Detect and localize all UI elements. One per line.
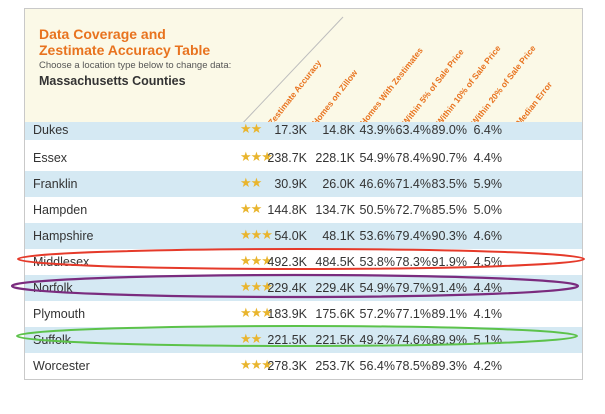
table-row[interactable]: Dukes ★★ 17.3K 14.8K 43.9% 63.4% 89.0% 6…: [25, 122, 582, 140]
star-rating-icon: ★★★: [240, 305, 273, 320]
county-name: Suffolk: [33, 333, 71, 347]
within-20: 89.0%: [431, 123, 467, 137]
accuracy-table-panel: Data Coverage and Zestimate Accuracy Tab…: [24, 8, 583, 380]
page-title: Data Coverage and Zestimate Accuracy Tab…: [39, 26, 210, 58]
within-5: 53.6%: [359, 229, 395, 243]
within-10: 72.7%: [395, 203, 431, 217]
star-rating-icon: ★★: [240, 122, 262, 136]
median-error: 4.4%: [473, 151, 503, 165]
homes-with-zestimates: 14.8K: [322, 123, 355, 137]
within-10: 71.4%: [395, 177, 431, 191]
within-20: 89.3%: [431, 359, 467, 373]
within-5: 50.5%: [359, 203, 395, 217]
homes-on-zillow: 17.3K: [274, 123, 307, 137]
county-name: Essex: [33, 151, 68, 165]
within-5: 46.6%: [359, 177, 395, 191]
table-row[interactable]: Essex ★★★ 238.7K 228.1K 54.9% 78.4% 90.7…: [25, 145, 582, 171]
within-20: 90.7%: [431, 151, 467, 165]
table-row[interactable]: Plymouth ★★★ 183.9K 175.6K 57.2% 77.1% 8…: [25, 301, 582, 327]
county-name: Franklin: [33, 177, 78, 191]
homes-on-zillow: 30.9K: [274, 177, 307, 191]
county-name: Hampshire: [33, 229, 94, 243]
homes-with-zestimates: 48.1K: [322, 229, 355, 243]
table-row[interactable]: Middlesex ★★★ 492.3K 484.5K 53.8% 78.3% …: [25, 249, 582, 275]
location-selector[interactable]: Massachusetts Counties: [39, 74, 186, 88]
table-row[interactable]: Worcester ★★★ 278.3K 253.7K 56.4% 78.5% …: [25, 353, 582, 379]
location-type-hint: Choose a location type below to change d…: [39, 60, 232, 71]
homes-on-zillow: 144.8K: [267, 203, 307, 217]
median-error: 4.6%: [473, 229, 503, 243]
county-name: Plymouth: [33, 307, 86, 321]
homes-with-zestimates: 26.0K: [322, 177, 355, 191]
homes-on-zillow: 221.5K: [267, 333, 307, 347]
title-line-1: Data Coverage and: [39, 26, 166, 42]
county-name: Norfolk: [33, 281, 73, 295]
table-row[interactable]: Hampshire ★★★ 54.0K 48.1K 53.6% 79.4% 90…: [25, 223, 582, 249]
county-name: Worcester: [33, 359, 90, 373]
median-error: 4.5%: [473, 255, 503, 269]
within-10: 63.4%: [395, 123, 431, 137]
homes-with-zestimates: 134.7K: [315, 203, 355, 217]
star-rating-icon: ★★★: [240, 227, 273, 242]
median-error: 4.2%: [473, 359, 503, 373]
county-name: Hampden: [33, 203, 88, 217]
homes-with-zestimates: 175.6K: [315, 307, 355, 321]
table-row[interactable]: Suffolk ★★ 221.5K 221.5K 49.2% 74.6% 89.…: [25, 327, 582, 353]
table-header: Data Coverage and Zestimate Accuracy Tab…: [25, 9, 582, 127]
star-rating-icon: ★★: [240, 201, 262, 216]
star-rating-icon: ★★★: [240, 357, 273, 372]
title-line-2: Zestimate Accuracy Table: [39, 42, 211, 58]
within-5: 54.9%: [359, 151, 395, 165]
within-5: 57.2%: [359, 307, 395, 321]
county-name: Dukes: [33, 123, 69, 137]
within-10: 78.4%: [395, 151, 431, 165]
homes-with-zestimates: 228.1K: [315, 151, 355, 165]
table-row[interactable]: Hampden ★★ 144.8K 134.7K 50.5% 72.7% 85.…: [25, 197, 582, 223]
homes-on-zillow: 492.3K: [267, 255, 307, 269]
median-error: 4.4%: [473, 281, 503, 295]
star-rating-icon: ★★: [240, 175, 262, 190]
header-divider: [239, 16, 344, 126]
within-20: 90.3%: [431, 229, 467, 243]
within-5: 43.9%: [359, 123, 395, 137]
within-10: 79.4%: [395, 229, 431, 243]
within-10: 78.5%: [395, 359, 431, 373]
median-error: 5.0%: [473, 203, 503, 217]
star-rating-icon: ★★★: [240, 149, 273, 164]
median-error: 6.4%: [473, 123, 503, 137]
median-error: 5.1%: [473, 333, 503, 347]
median-error: 4.1%: [473, 307, 503, 321]
median-error: 5.9%: [473, 177, 503, 191]
homes-on-zillow: 54.0K: [274, 229, 307, 243]
homes-with-zestimates: 253.7K: [315, 359, 355, 373]
homes-on-zillow: 278.3K: [267, 359, 307, 373]
homes-on-zillow: 183.9K: [267, 307, 307, 321]
homes-on-zillow: 229.4K: [267, 281, 307, 295]
within-20: 85.5%: [431, 203, 467, 217]
table-row[interactable]: Norfolk ★★★ 229.4K 229.4K 54.9% 79.7% 91…: [25, 275, 582, 301]
within-20: 89.1%: [431, 307, 467, 321]
within-10: 77.1%: [395, 307, 431, 321]
county-name: Middlesex: [33, 255, 90, 269]
table-row[interactable]: Franklin ★★ 30.9K 26.0K 46.6% 71.4% 83.5…: [25, 171, 582, 197]
homes-on-zillow: 238.7K: [267, 151, 307, 165]
within-5: 56.4%: [359, 359, 395, 373]
within-20: 83.5%: [431, 177, 467, 191]
